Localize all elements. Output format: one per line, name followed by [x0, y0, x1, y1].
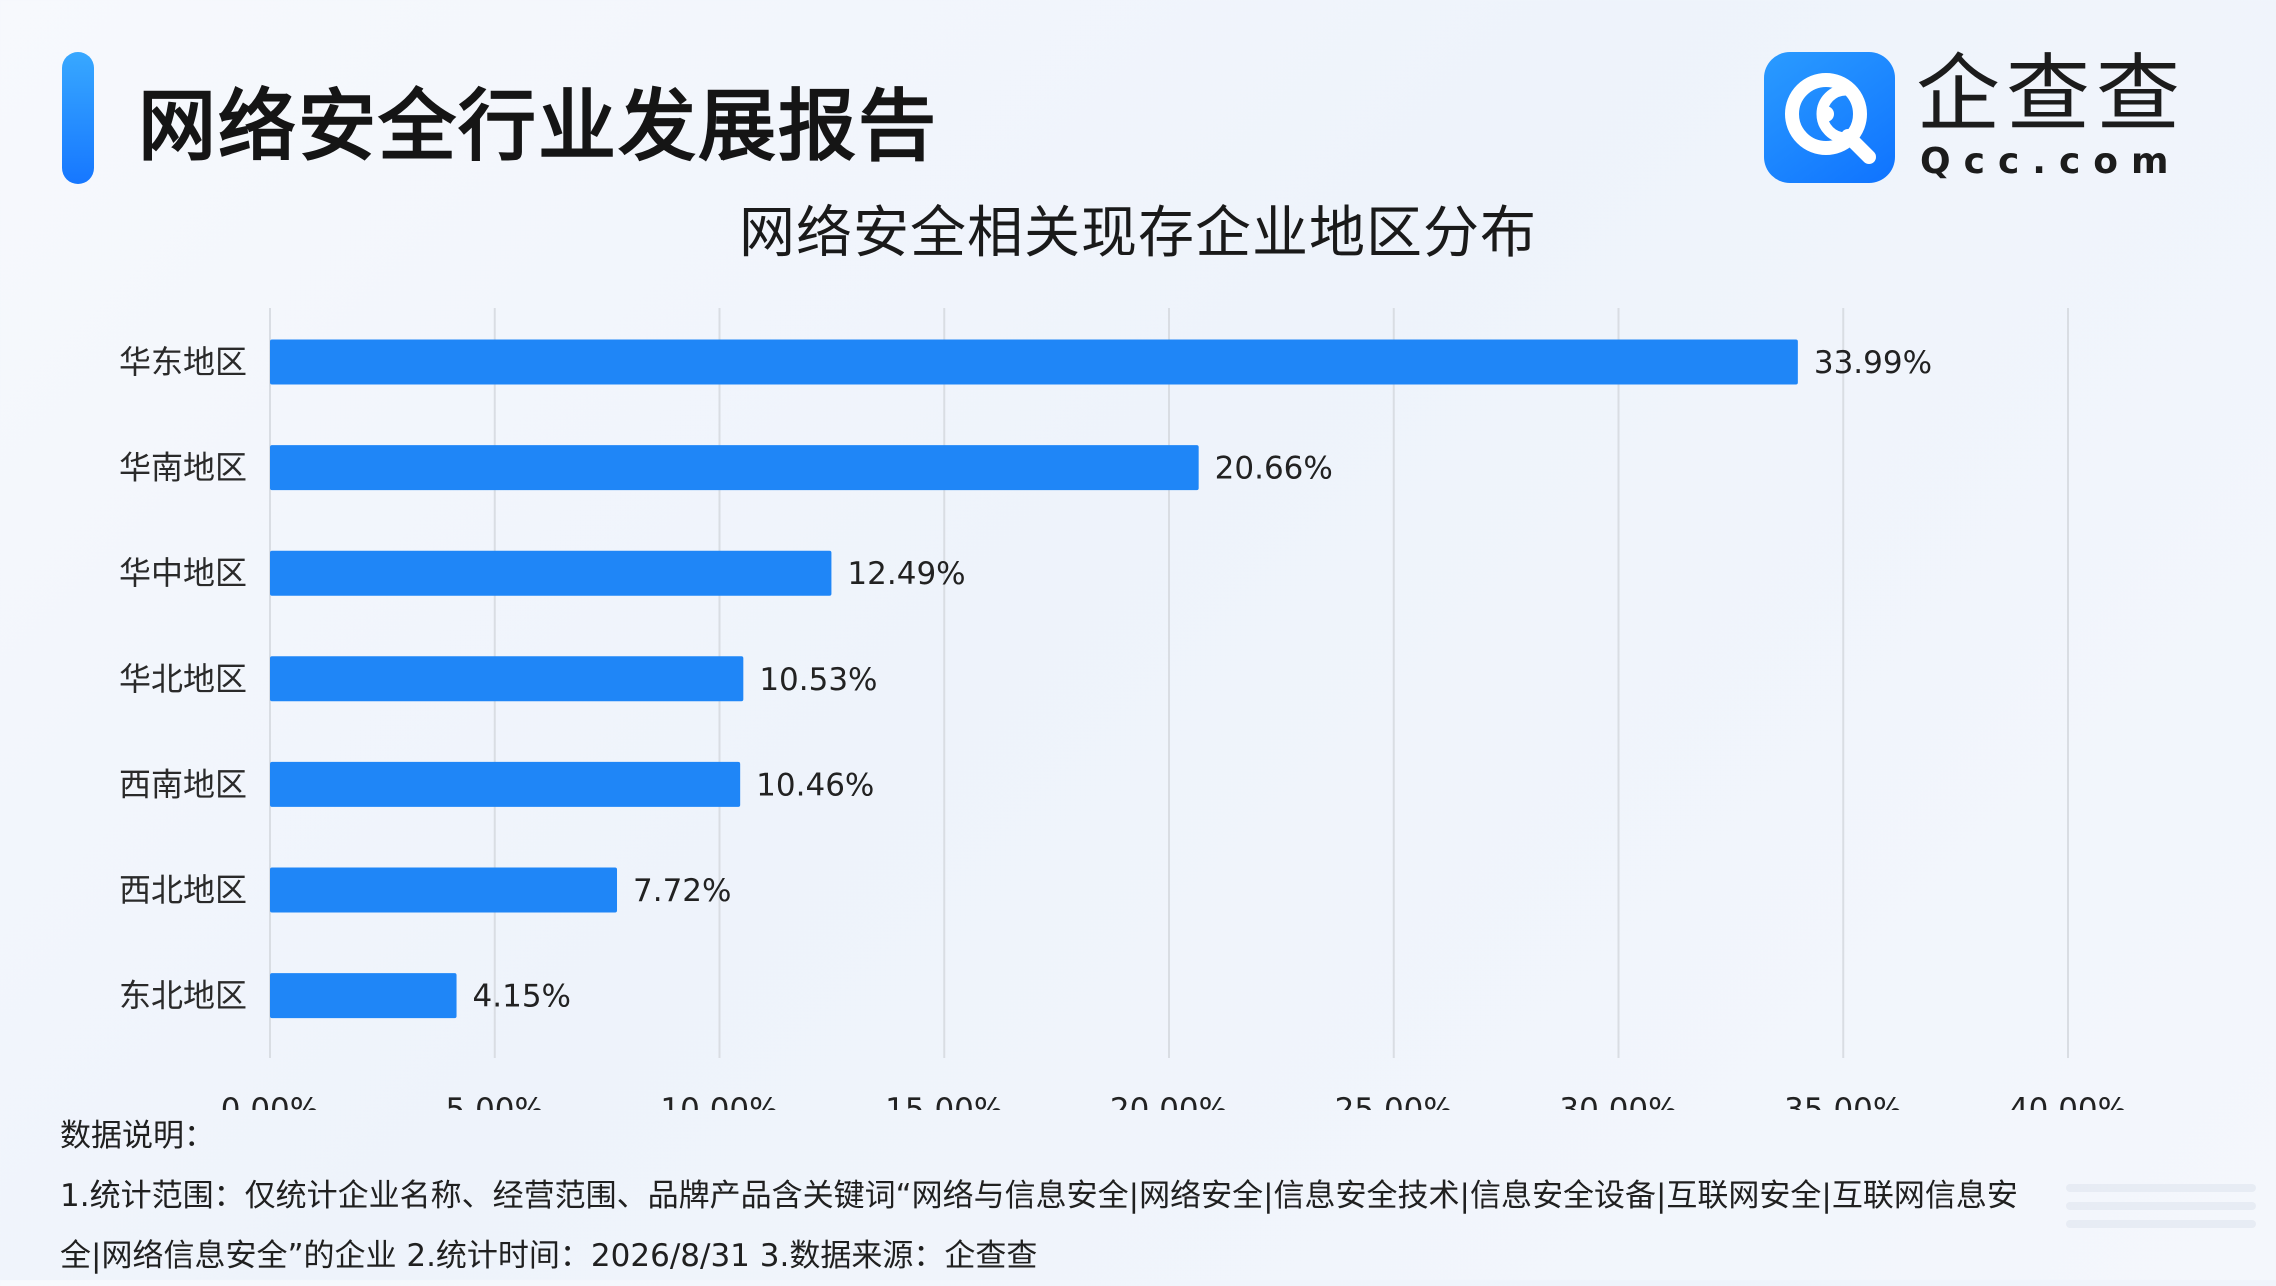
x-tick-label-0: 0.00% — [221, 1092, 319, 1110]
chart-title: 网络安全相关现存企业地区分布 — [739, 201, 1537, 266]
value-label-0: 33.99% — [1814, 345, 1932, 381]
bar-4 — [270, 761, 741, 807]
category-label-0: 华东地区 — [119, 343, 247, 381]
value-label-5: 7.72% — [633, 873, 731, 909]
category-label-6: 东北地区 — [119, 977, 247, 1015]
bar-1 — [270, 445, 1199, 491]
x-tick-label-5: 25.00% — [1335, 1092, 1453, 1110]
notes-line-1: 1.统计范围：仅统计企业名称、经营范围、品牌产品含关键词“网络与信息安全|网络安… — [60, 1178, 2018, 1214]
bar-0 — [270, 339, 1798, 385]
value-label-6: 4.15% — [473, 979, 571, 1015]
bar-3 — [270, 656, 744, 702]
x-tick-label-2: 10.00% — [660, 1092, 778, 1110]
x-tick-label-8: 40.00% — [2009, 1092, 2127, 1110]
brand-domain: Qcc.com — [1920, 141, 2182, 182]
data-notes: 数据说明： 1.统计范围：仅统计企业名称、经营范围、品牌产品含关键词“网络与信息… — [60, 1106, 2220, 1286]
brand-name: 企查查 — [1916, 45, 2187, 143]
notes-line-2: 全|网络信息安全”的企业 2.统计时间：2026/8/31 3.数据来源：企查查 — [60, 1238, 1038, 1274]
x-tick-label-7: 35.00% — [1784, 1092, 1902, 1110]
region-distribution-chart: 0.00% 5.00% 10.00% 15.00% 20.00% 25.00% 30.00%… — [119, 308, 2127, 1110]
value-label-3: 10.53% — [759, 662, 877, 698]
page-title: 网络安全行业发展报告 — [138, 82, 939, 172]
x-tick-label-4: 20.00% — [1110, 1092, 1228, 1110]
x-tick-label-3: 15.00% — [885, 1092, 1003, 1110]
value-label-1: 20.66% — [1215, 451, 1333, 487]
category-label-2: 华中地区 — [119, 554, 247, 592]
category-label-5: 西北地区 — [119, 871, 247, 909]
bar-2 — [270, 550, 832, 596]
bar-5 — [270, 867, 618, 913]
bar-6 — [270, 973, 457, 1019]
category-label-1: 华南地区 — [119, 449, 247, 487]
x-tick-label-1: 5.00% — [446, 1092, 544, 1110]
notes-heading: 数据说明： — [60, 1118, 215, 1154]
brand-logo: 企查查 Qcc.com — [1764, 52, 2184, 187]
value-label-2: 12.49% — [847, 556, 965, 592]
category-label-3: 华北地区 — [119, 660, 247, 698]
title-accent-bar — [62, 52, 94, 184]
qcc-logo-icon — [1764, 52, 1895, 183]
value-label-4: 10.46% — [756, 767, 874, 803]
category-label-4: 西南地区 — [119, 765, 247, 803]
corner-decoration — [2066, 1184, 2256, 1260]
x-tick-label-6: 30.00% — [1559, 1092, 1677, 1110]
